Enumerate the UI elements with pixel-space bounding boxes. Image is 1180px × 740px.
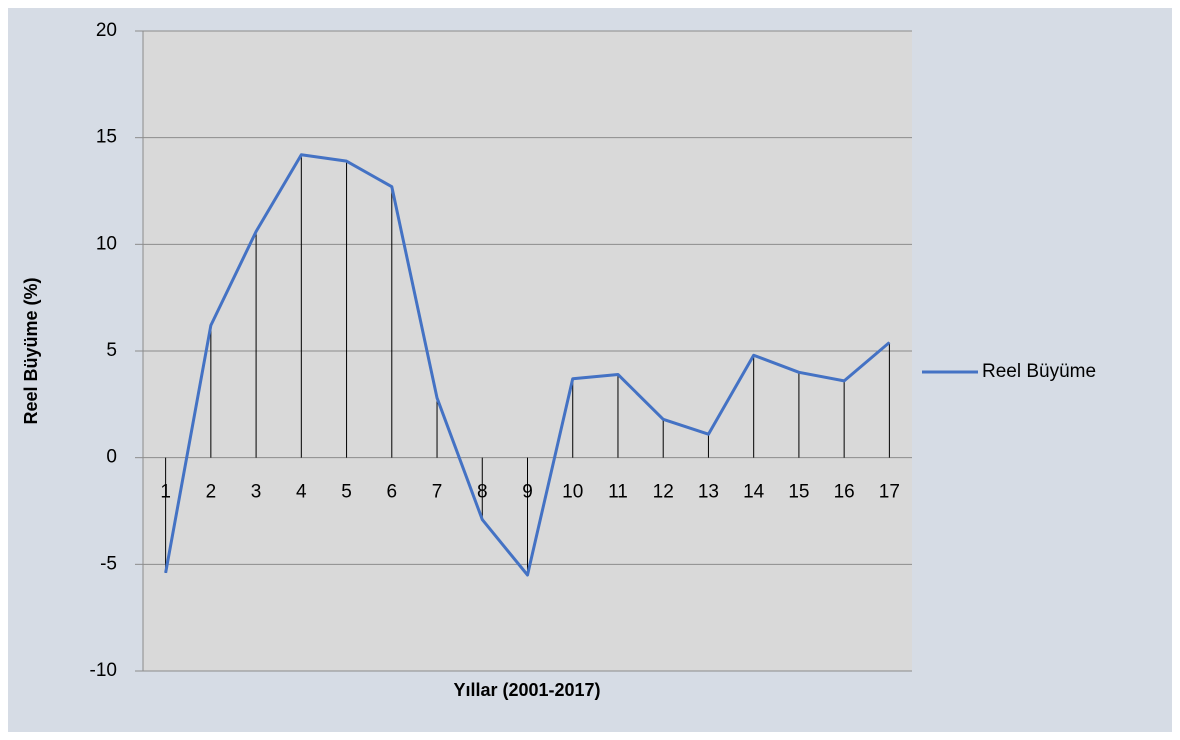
x-tick-label: 16	[834, 482, 855, 503]
y-tick-label: 15	[96, 127, 117, 148]
x-tick-label: 13	[698, 482, 719, 503]
x-tick-label: 3	[251, 482, 262, 503]
x-tick-label: 7	[432, 482, 443, 503]
x-tick-label: 12	[653, 482, 674, 503]
x-tick-label: 5	[341, 482, 352, 503]
y-axis-title: Reel Büyüme (%)	[21, 277, 41, 424]
y-tick-label: 0	[106, 447, 117, 468]
y-tick-label: -5	[100, 553, 117, 574]
y-tick-label: -10	[90, 660, 117, 681]
x-tick-label: 14	[743, 482, 765, 503]
x-tick-label: 4	[296, 482, 307, 503]
y-tick-label: 20	[96, 20, 117, 41]
y-tick-label: 10	[96, 233, 117, 254]
x-tick-label: 11	[608, 482, 628, 503]
x-tick-label: 6	[387, 482, 398, 503]
legend-label: Reel Büyüme	[982, 361, 1096, 382]
x-tick-label: 17	[879, 482, 900, 503]
x-axis-title: Yıllar (2001-2017)	[453, 680, 600, 700]
x-tick-label: 2	[206, 482, 217, 503]
y-tick-label: 5	[106, 340, 117, 361]
series-line	[164, 153, 891, 577]
x-tick-label: 10	[562, 482, 583, 503]
x-tick-label: 15	[788, 482, 809, 503]
